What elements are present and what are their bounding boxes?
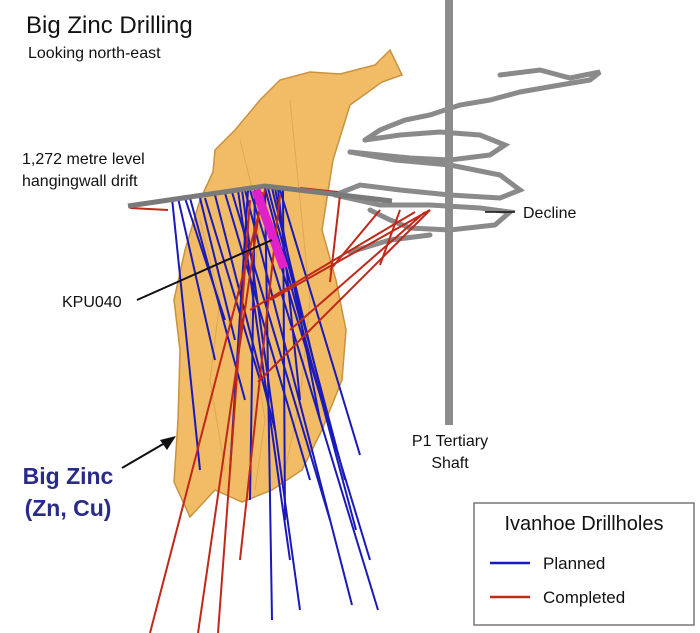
completed-hole bbox=[329, 209, 381, 271]
legend-items: Planned Completed bbox=[490, 554, 625, 607]
planned-hole bbox=[199, 197, 236, 341]
label: Decline bbox=[523, 205, 576, 222]
label: 1,272 metre level bbox=[22, 151, 145, 168]
pointer bbox=[136, 239, 273, 301]
planned-hole bbox=[231, 191, 331, 521]
completed-hole bbox=[379, 209, 401, 266]
drift bbox=[127, 183, 393, 209]
deposit-label: (Zn, Cu) bbox=[25, 495, 112, 521]
completed-hole bbox=[269, 209, 431, 301]
planned-hole bbox=[249, 189, 379, 611]
planned-hole bbox=[279, 189, 361, 456]
planned-hole bbox=[204, 197, 261, 381]
decline bbox=[332, 67, 602, 255]
deposit-label: Big Zinc bbox=[23, 463, 114, 489]
planned-hole bbox=[277, 187, 301, 401]
planned-hole bbox=[177, 197, 216, 361]
subtitle: Looking north-east bbox=[28, 45, 161, 62]
completed-hole bbox=[197, 191, 263, 633]
label: Shaft bbox=[431, 455, 469, 472]
label: hangingwall drift bbox=[22, 173, 138, 190]
arrowhead bbox=[160, 436, 176, 450]
kpu040-hole bbox=[251, 188, 289, 270]
drillholes bbox=[129, 187, 431, 633]
pointer bbox=[121, 439, 171, 469]
planned-hole bbox=[171, 197, 201, 471]
planned-hole bbox=[264, 189, 273, 621]
planned-hole bbox=[244, 189, 353, 606]
completed-hole bbox=[329, 194, 341, 283]
legend-label: Completed bbox=[543, 588, 625, 607]
label: KPU040 bbox=[62, 294, 122, 311]
title: Big Zinc Drilling bbox=[26, 12, 193, 39]
completed-hole bbox=[217, 199, 251, 633]
completed-hole bbox=[289, 211, 426, 331]
completed-hole bbox=[239, 194, 281, 561]
shaft bbox=[445, 0, 453, 425]
completed-hole bbox=[129, 207, 169, 211]
completed-hole bbox=[257, 209, 431, 383]
legend-title: Ivanhoe Drillholes bbox=[505, 513, 664, 535]
legend-label: Planned bbox=[543, 554, 605, 573]
label: P1 Tertiary bbox=[412, 433, 488, 450]
